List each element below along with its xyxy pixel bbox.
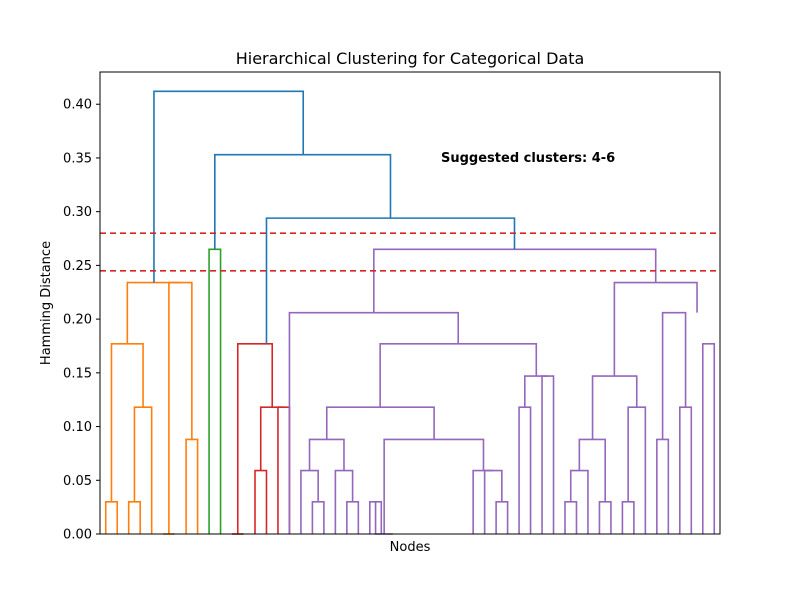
dendrogram-link [236,343,274,534]
dendrogram-link [661,311,687,440]
dendrogram-link [168,281,193,534]
plot-area [100,90,720,535]
axes-frame [99,71,721,535]
y-tick-label: 0.40 [63,98,92,113]
y-tick-label: 0.00 [63,528,92,543]
y-tick-label: 0.30 [63,205,92,220]
y-tick-label: 0.20 [63,313,92,328]
chart-title: Hierarchical Clustering for Categorical … [236,49,585,68]
y-tick-label: 0.15 [63,366,92,381]
dendrogram-link [627,406,647,534]
x-axis-label: Nodes [390,540,431,555]
dendrogram-link [133,406,153,534]
dendrogram-link [679,406,693,534]
dendrogram-link [518,406,532,534]
y-tick-label: 0.25 [63,259,92,274]
dendrogram-link [325,406,435,440]
dendrogram-link [110,343,144,502]
y-tick-label: 0.05 [63,474,92,489]
dendrogram-link [153,90,305,283]
y-axis-label: Hamming Distance [39,241,54,365]
dendrogram-link [288,311,460,534]
dendrogram-link [483,469,503,534]
dendrogram-link [369,500,383,534]
dendrogram-link [379,343,538,408]
dendrogram-link [126,281,181,344]
y-tick-label: 0.35 [63,151,92,166]
dendrogram-link [259,406,284,471]
y-tick-label: 0.10 [63,420,92,435]
dendrogram-link [701,343,716,534]
dendrogram-link [472,469,494,534]
y-axis-ticks: 0.00 0.05 0.10 0.15 0.20 0.25 0.30 0.35 0.40 [63,98,100,543]
suggested-clusters-annotation: Suggested clusters: 4-6 [441,151,615,166]
dendrogram-link [524,375,548,408]
